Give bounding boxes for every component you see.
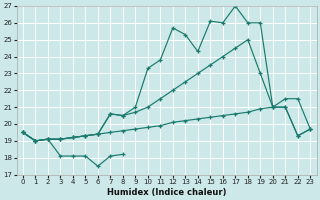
X-axis label: Humidex (Indice chaleur): Humidex (Indice chaleur) <box>107 188 226 197</box>
